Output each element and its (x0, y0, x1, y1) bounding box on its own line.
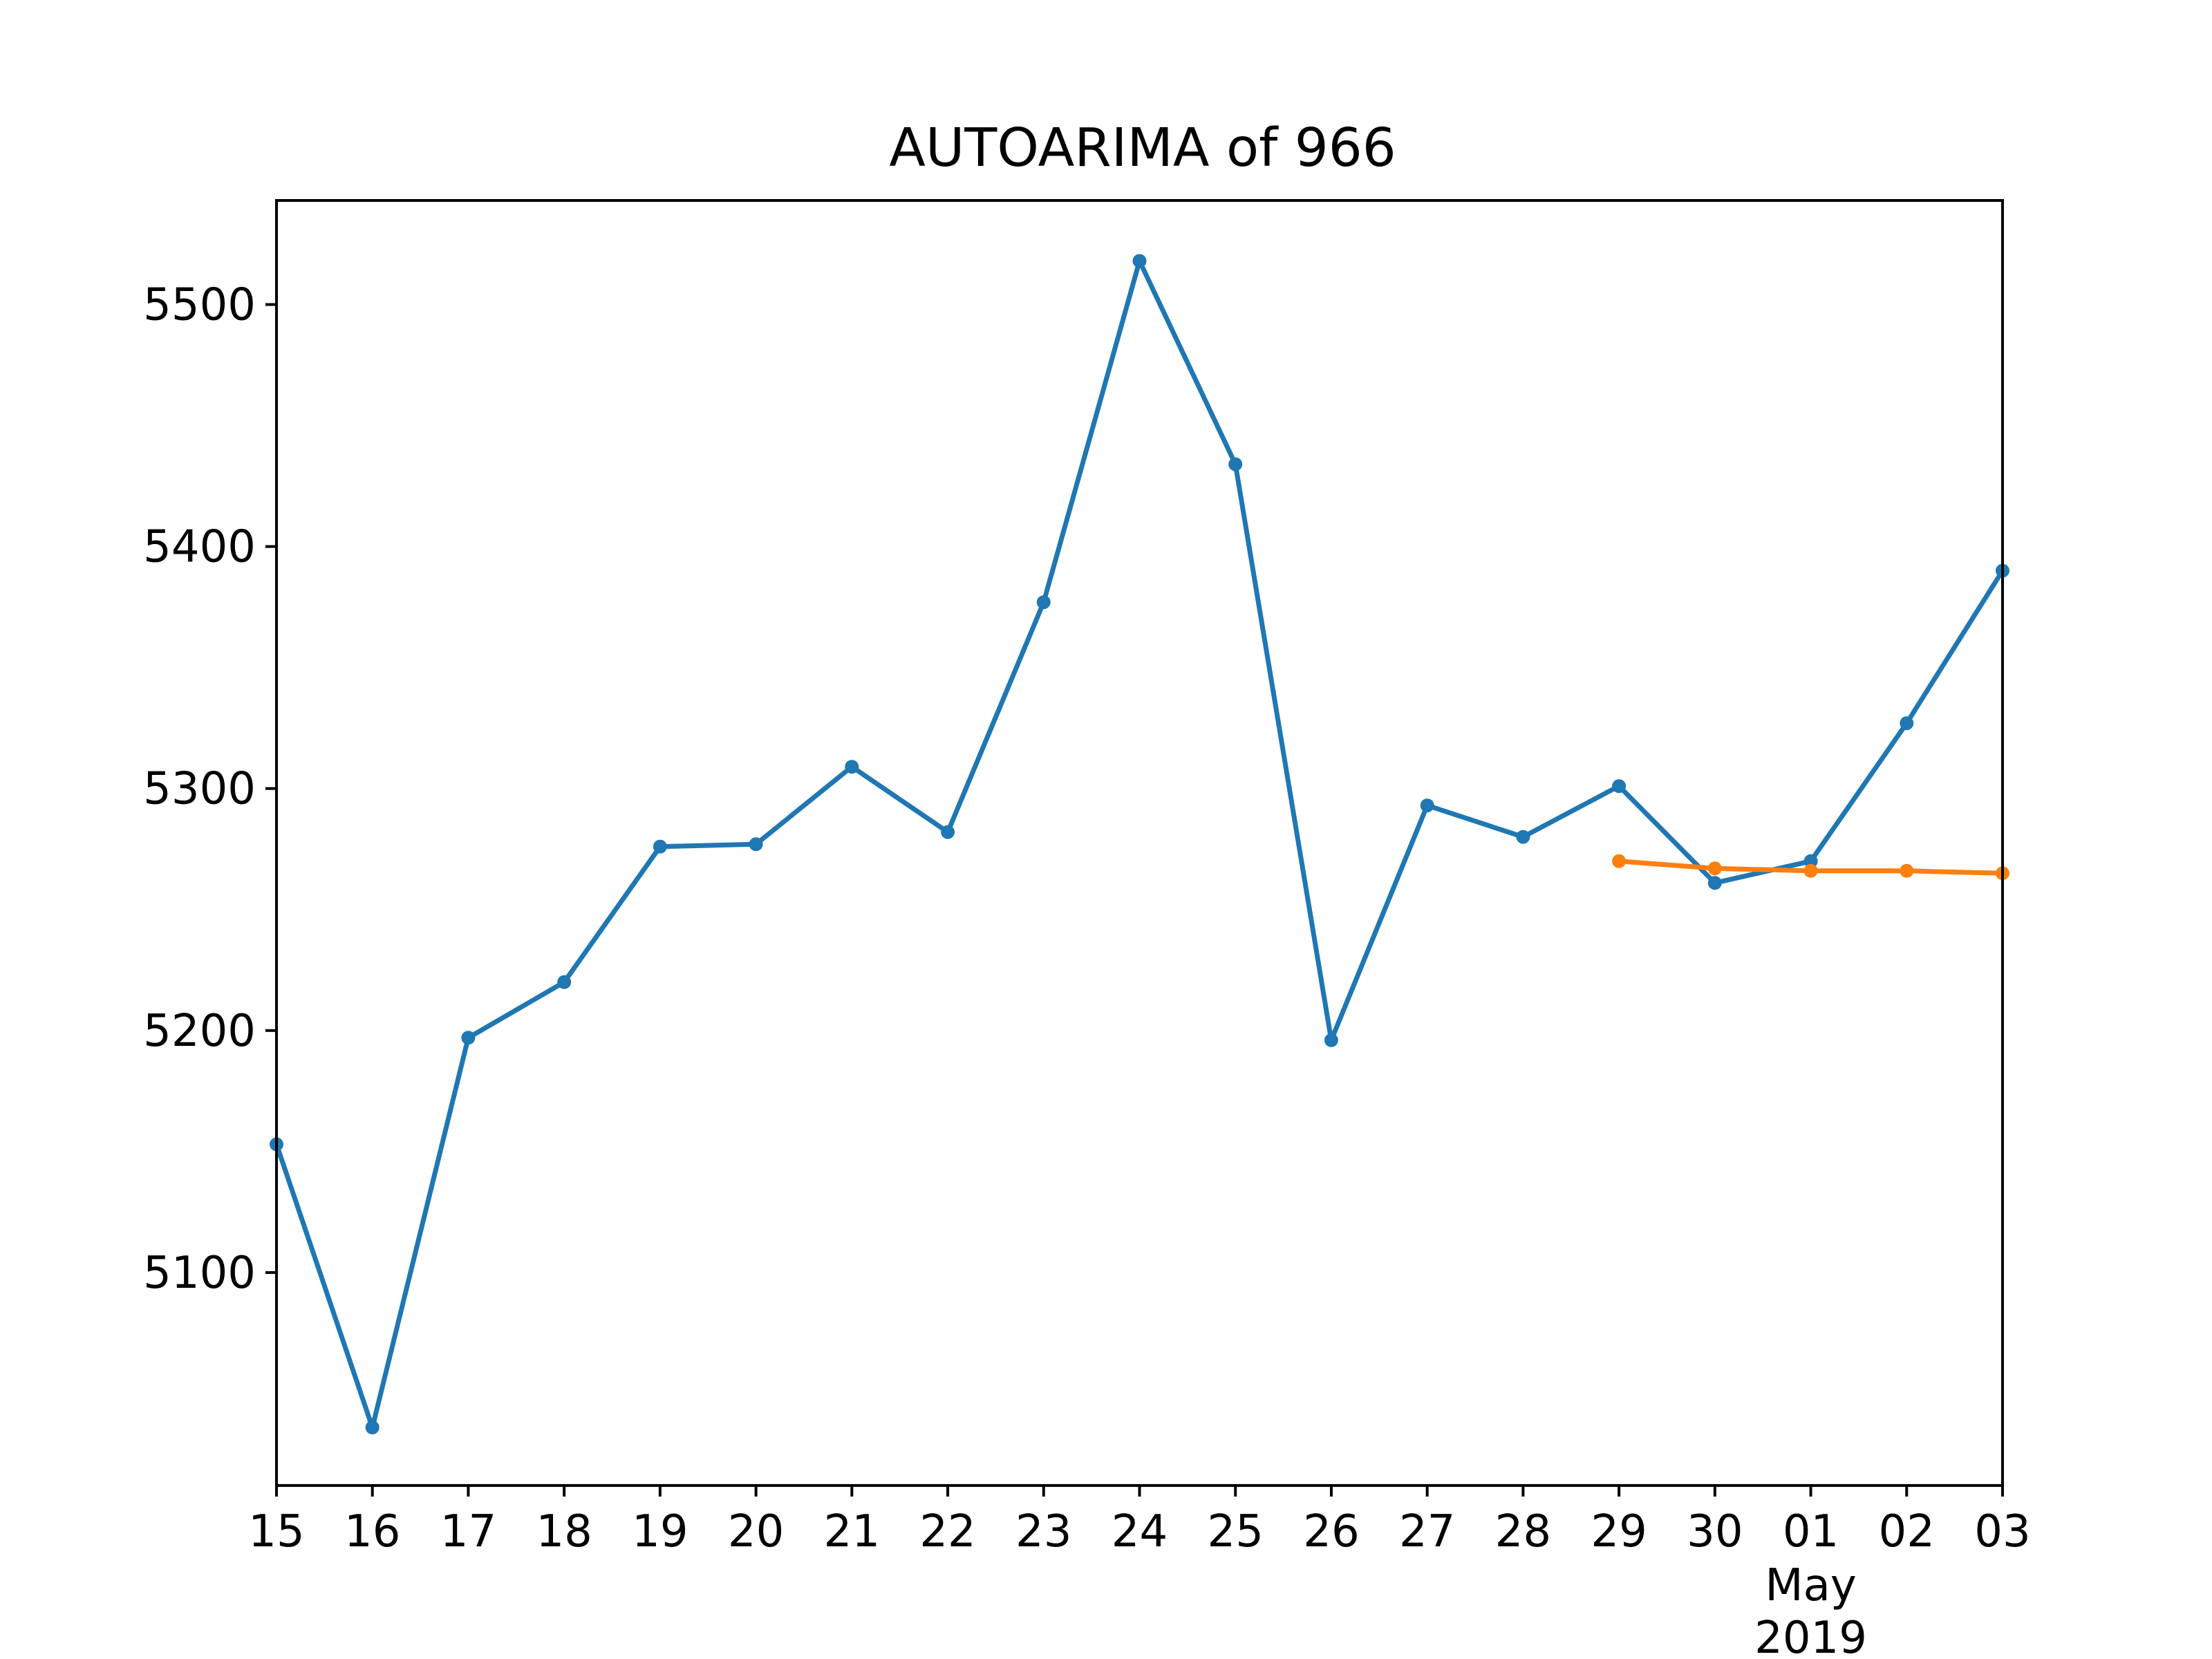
data-point (1900, 863, 1914, 878)
x-tick-label: 24 (1112, 1506, 1168, 1557)
x-tick-month-label: May (1765, 1560, 1856, 1611)
y-tick-label: 5500 (143, 280, 256, 331)
data-point (941, 825, 955, 839)
data-point (1228, 457, 1243, 471)
data-point (1900, 716, 1914, 731)
x-tick-label: 03 (1974, 1506, 2030, 1557)
y-tick-label: 5300 (143, 764, 256, 815)
data-point (1132, 254, 1147, 268)
y-tick-label: 5200 (143, 1006, 256, 1057)
x-tick-label: 02 (1879, 1506, 1935, 1557)
x-tick-label: 15 (248, 1506, 304, 1557)
data-point (1612, 779, 1627, 794)
data-point (1516, 830, 1530, 844)
x-tick-label: 16 (344, 1506, 400, 1557)
y-axis: 5100 5200 5300 5400 5500 (143, 280, 276, 1299)
x-tick-label: 01 (1783, 1506, 1839, 1557)
data-point (1803, 854, 1818, 868)
x-tick-label: 29 (1591, 1506, 1647, 1557)
x-tick-year-label: 2019 (1754, 1613, 1867, 1659)
x-tick-label: 30 (1687, 1506, 1743, 1557)
data-point (1707, 861, 1722, 876)
x-tick-label: 21 (824, 1506, 880, 1557)
x-tick-label: 23 (1015, 1506, 1071, 1557)
data-point (749, 837, 763, 852)
data-point (1707, 876, 1722, 890)
y-tick-label: 5400 (143, 522, 256, 573)
x-tick-label: 17 (440, 1506, 496, 1557)
y-tick-label: 5100 (143, 1248, 256, 1299)
x-tick-label: 20 (728, 1506, 784, 1557)
x-tick-label: 25 (1208, 1506, 1264, 1557)
data-point (557, 975, 572, 989)
data-point (1803, 863, 1818, 878)
x-axis: 15 16 17 18 19 20 21 22 23 24 25 26 27 28 29 30 01May201… (248, 1485, 2031, 1659)
x-tick-label: 28 (1495, 1506, 1551, 1557)
data-point (1036, 595, 1051, 610)
chart-title: AUTOARIMA of 966 (889, 118, 1396, 179)
data-point (365, 1421, 379, 1434)
data-point (461, 1031, 476, 1045)
data-point (1612, 854, 1627, 868)
x-tick-label: 26 (1303, 1506, 1359, 1557)
data-point (1324, 1033, 1338, 1047)
data-point (653, 839, 667, 854)
plot-frame (275, 199, 2004, 1487)
x-tick-label: 18 (536, 1506, 592, 1557)
x-tick-label: 19 (632, 1506, 688, 1557)
x-tick-label: 22 (919, 1506, 975, 1557)
x-tick-label: 27 (1399, 1506, 1455, 1557)
data-point (1420, 798, 1434, 813)
data-point (845, 760, 859, 774)
